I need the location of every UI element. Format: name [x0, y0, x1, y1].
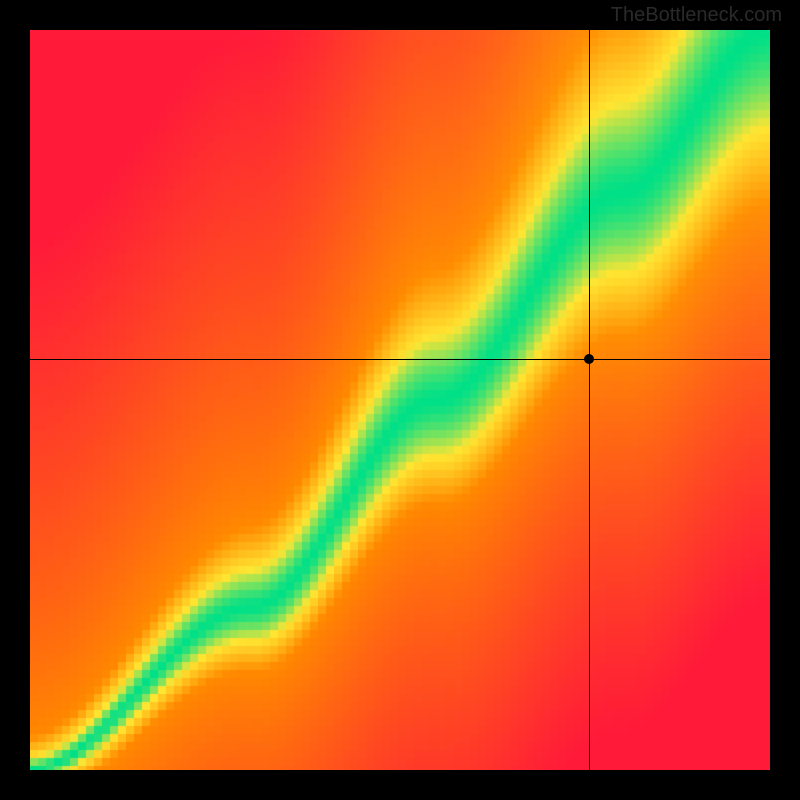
crosshair-vertical	[589, 30, 590, 770]
watermark-text: TheBottleneck.com	[611, 4, 782, 27]
crosshair-horizontal	[30, 359, 770, 360]
heatmap-canvas	[30, 30, 770, 770]
heatmap-chart	[30, 30, 770, 770]
marker-dot	[584, 354, 594, 364]
